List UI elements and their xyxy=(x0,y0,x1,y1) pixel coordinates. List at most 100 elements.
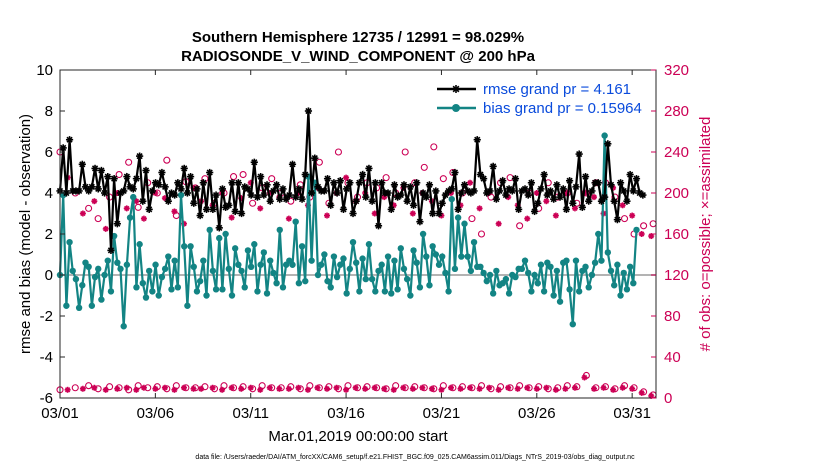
bias-point xyxy=(200,257,207,264)
obs-assimilated-marker-stroke xyxy=(543,385,550,391)
bias-point xyxy=(330,253,338,260)
rmse-point-stroke xyxy=(181,165,188,172)
bias-point xyxy=(521,257,529,264)
rmse-point-stroke xyxy=(203,206,210,213)
rmse-point-stroke xyxy=(636,189,643,197)
obs-assimilated-marker xyxy=(571,384,578,391)
bias-point xyxy=(75,304,83,311)
bias-point xyxy=(480,269,487,277)
rmse-point xyxy=(183,189,192,197)
obs-assimilated-marker-stroke xyxy=(619,202,626,208)
obs-possible-marker xyxy=(439,175,447,183)
bias-point xyxy=(528,288,535,295)
rmse-point xyxy=(390,181,399,189)
rmse-point-stroke xyxy=(190,200,197,207)
bias-point xyxy=(458,253,465,260)
rmse-point-stroke xyxy=(340,206,347,213)
rmse-point-stroke xyxy=(298,196,306,203)
rmse-point-stroke xyxy=(79,161,86,168)
rmse-point-stroke xyxy=(200,179,207,186)
rmse-point-stroke xyxy=(263,181,271,188)
rmse-point-stroke xyxy=(423,193,430,201)
rmse-point-stroke xyxy=(238,210,245,217)
bias-point xyxy=(353,259,360,266)
bias-point xyxy=(407,292,414,299)
rmse-point-stroke xyxy=(470,187,478,195)
rmse-point xyxy=(562,205,571,213)
bias-point xyxy=(136,241,143,248)
bias-point xyxy=(145,267,153,275)
obs-assimilated-marker-stroke xyxy=(257,387,263,393)
obs-assimilated-marker-stroke xyxy=(457,386,464,392)
bias-point xyxy=(537,261,545,268)
rmse-point xyxy=(559,185,567,193)
bias-point xyxy=(470,239,478,246)
rmse-point xyxy=(409,201,418,209)
rmse-point xyxy=(550,195,558,203)
rmse-point xyxy=(422,193,430,201)
rmse-point xyxy=(257,173,265,181)
bias-point xyxy=(203,292,210,299)
obs-assimilated-marker xyxy=(428,385,435,392)
rmse-point-stroke xyxy=(152,179,159,186)
bias-point xyxy=(349,239,357,246)
obs-assimilated-marker-stroke xyxy=(486,385,492,391)
rmse-point-stroke xyxy=(267,198,274,205)
rmse-point-stroke xyxy=(244,185,252,193)
obs-assimilated-marker-stroke xyxy=(133,387,139,393)
rmse-point xyxy=(572,183,580,191)
rmse-point xyxy=(413,179,421,187)
obs-assimilated-marker xyxy=(209,384,216,391)
obs-assimilated-marker xyxy=(257,386,264,393)
rmse-point-stroke xyxy=(512,175,519,182)
bias-point xyxy=(270,269,277,277)
rmse-point-stroke xyxy=(407,183,414,190)
rmse-point-stroke xyxy=(582,173,589,180)
rmse-point xyxy=(190,199,198,207)
bias-point xyxy=(273,280,280,287)
rmse-point-stroke xyxy=(349,210,357,217)
obs-assimilated-marker-stroke xyxy=(553,387,559,393)
obs-assimilated-marker xyxy=(619,384,626,391)
obs-assimilated-marker xyxy=(629,212,636,219)
rmse-point-stroke xyxy=(114,220,121,227)
bias-point xyxy=(104,257,111,264)
rmse-point xyxy=(161,183,169,191)
rmse-point-stroke xyxy=(161,183,169,190)
rmse-point xyxy=(212,191,220,199)
bias-point xyxy=(563,257,570,264)
bias-point xyxy=(489,290,497,297)
rmse-point-stroke xyxy=(499,177,506,184)
rmse-point-stroke xyxy=(617,179,624,186)
rmse-point-stroke xyxy=(384,189,392,197)
rmse-point xyxy=(129,185,137,193)
obs-assimilated-marker-stroke xyxy=(152,386,159,392)
rmse-point-stroke xyxy=(579,204,586,211)
rmse-point xyxy=(594,179,602,187)
obs-assimilated-marker xyxy=(476,205,483,212)
rmse-point-stroke xyxy=(324,175,331,182)
rmse-point-stroke xyxy=(286,191,293,199)
obs-possible-marker xyxy=(420,163,428,171)
rmse-point xyxy=(62,189,70,197)
obs-assimilated-marker xyxy=(79,385,86,392)
obs-assimilated-marker xyxy=(91,198,98,205)
obs-possible-marker xyxy=(382,174,390,182)
bias-point xyxy=(152,261,159,268)
obs-assimilated-marker-stroke xyxy=(248,385,254,391)
obs-assimilated-marker-stroke xyxy=(619,385,626,391)
rmse-point-stroke xyxy=(576,150,583,158)
rmse-point xyxy=(616,179,625,187)
obs-assimilated-marker-stroke xyxy=(219,387,225,393)
obs-possible-marker xyxy=(201,383,209,391)
rmse-point xyxy=(604,140,612,148)
obs-assimilated-marker xyxy=(343,386,350,393)
bias-point xyxy=(314,271,322,279)
obs-assimilated-marker-stroke xyxy=(495,387,502,393)
rmse-point xyxy=(387,205,395,213)
obs-assimilated-marker xyxy=(457,385,464,392)
bias-point xyxy=(585,284,592,291)
rmse-point xyxy=(569,199,577,207)
bias-point xyxy=(161,265,169,273)
bias-point xyxy=(206,226,213,234)
